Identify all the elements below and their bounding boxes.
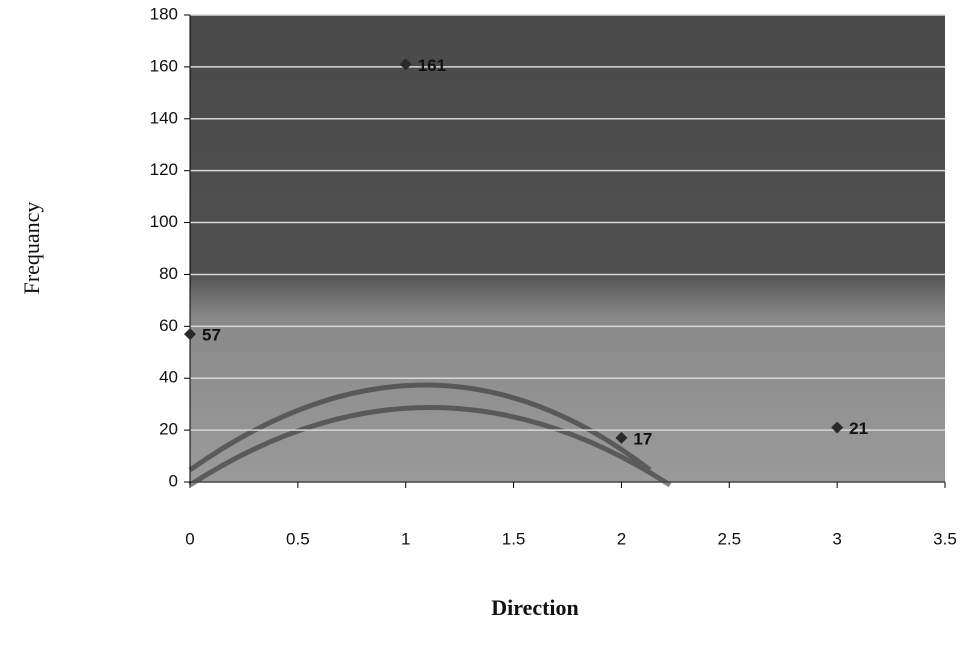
y-tick-label: 100	[150, 212, 178, 231]
y-tick-label: 20	[159, 420, 178, 439]
data-label: 57	[202, 326, 221, 345]
data-label: 17	[633, 429, 652, 448]
x-tick-label: 0.5	[286, 529, 310, 548]
y-tick-label: 120	[150, 160, 178, 179]
plot-area	[190, 15, 945, 482]
chart: Direction Frequancy 02040608010012014016…	[0, 0, 976, 658]
x-tick-label: 0	[185, 529, 194, 548]
y-axis-title: Frequancy	[19, 202, 44, 295]
x-tick-label: 1.5	[502, 529, 526, 548]
x-tick-label: 1	[401, 529, 410, 548]
x-axis-title: Direction	[491, 595, 579, 620]
x-tick-label: 3.5	[933, 529, 957, 548]
y-tick-label: 40	[159, 368, 178, 387]
x-tick-label: 2.5	[717, 529, 741, 548]
y-tick-label: 80	[159, 264, 178, 283]
y-tick-label: 160	[150, 56, 178, 75]
data-label: 21	[849, 419, 868, 438]
x-tick-label: 2	[617, 529, 626, 548]
y-tick-label: 60	[159, 316, 178, 335]
y-tick-label: 180	[150, 4, 178, 23]
data-label: 161	[418, 56, 446, 75]
y-tick-label: 140	[150, 108, 178, 127]
y-tick-label: 0	[169, 471, 178, 490]
x-tick-label: 3	[832, 529, 841, 548]
